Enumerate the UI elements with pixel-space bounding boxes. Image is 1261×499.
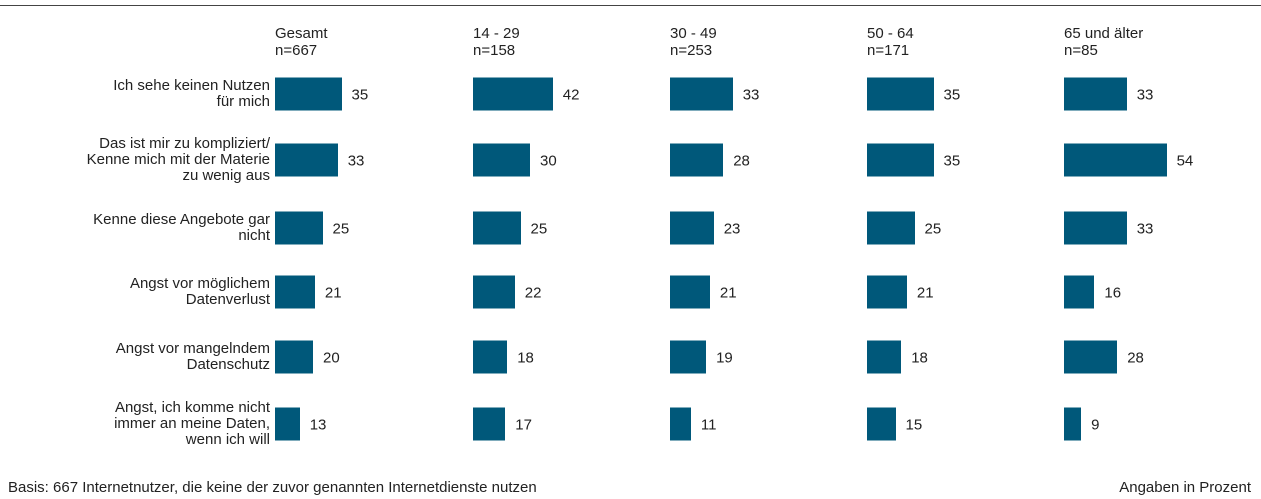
bar	[1064, 77, 1127, 111]
value-label: 17	[515, 416, 532, 434]
value-label: 35	[943, 152, 961, 170]
value-label: 20	[323, 349, 340, 367]
bar	[1064, 275, 1095, 309]
bar	[1064, 407, 1082, 441]
value-label: 18	[911, 349, 928, 367]
series-subtitle: n=667	[275, 42, 318, 59]
value-label: 42	[562, 86, 580, 104]
bar	[473, 407, 506, 441]
bar	[670, 143, 724, 177]
value-label: 54	[1176, 152, 1194, 170]
value-label: 13	[309, 416, 327, 434]
value-label: 30	[540, 152, 557, 170]
value-label: 19	[716, 349, 733, 367]
bar	[275, 77, 342, 111]
value-label: 23	[723, 220, 741, 238]
value-label: 25	[332, 220, 350, 238]
bar	[1064, 340, 1118, 374]
value-label: 11	[700, 416, 717, 434]
footnote: Basis: 667 Internetnutzer, die keine der…	[8, 479, 537, 496]
value-label: 35	[943, 86, 961, 104]
series-name: Gesamt	[275, 25, 328, 42]
bar	[867, 340, 902, 374]
value-label: 15	[905, 416, 923, 434]
series-name: 50 - 64	[867, 25, 914, 42]
bar	[473, 275, 515, 309]
bar	[670, 407, 691, 441]
value-label: 25	[530, 220, 548, 238]
category-label: Angst vor möglichem Datenverlust	[129, 275, 270, 308]
bar	[275, 275, 315, 309]
series-subtitle: n=253	[670, 42, 713, 59]
value-label: 28	[733, 152, 750, 170]
bar	[670, 77, 733, 111]
value-label: 33	[1136, 86, 1154, 104]
bar	[867, 211, 915, 245]
value-label: 35	[351, 86, 369, 104]
value-label: 21	[916, 284, 934, 302]
value-label: 25	[924, 220, 942, 238]
category-label: Angst vor mangelndem Datenschutz	[115, 340, 270, 373]
value-label: 21	[719, 284, 737, 302]
bar	[275, 211, 323, 245]
bar	[867, 275, 907, 309]
bar	[670, 275, 710, 309]
series-name: 14 - 29	[473, 25, 520, 42]
unit-note: Angaben in Prozent	[1119, 479, 1251, 496]
bar	[867, 407, 896, 441]
category-label: Das ist mir zu kompliziert/ Kenne mich m…	[86, 135, 270, 184]
value-label: 22	[524, 284, 542, 302]
value-label: 33	[742, 86, 760, 104]
bar	[867, 143, 934, 177]
series-subtitle: n=158	[473, 42, 516, 59]
bar	[275, 143, 338, 177]
value-label: 9	[1091, 416, 1100, 434]
category-label: Ich sehe keinen Nutzen für mich	[113, 77, 270, 110]
series-subtitle: n=85	[1064, 42, 1098, 59]
bar	[473, 211, 521, 245]
bar	[670, 211, 714, 245]
value-label: 21	[324, 284, 342, 302]
value-label: 16	[1104, 284, 1122, 302]
category-label: Angst, ich komme nicht immer an meine Da…	[114, 399, 270, 448]
series-subtitle: n=171	[867, 42, 910, 59]
bar	[473, 340, 508, 374]
value-label: 18	[517, 349, 534, 367]
bar	[473, 143, 530, 177]
bar	[1064, 211, 1127, 245]
series-name: 30 - 49	[670, 25, 717, 42]
bar	[275, 340, 313, 374]
series-name: 65 und älter	[1064, 25, 1144, 42]
value-label: 33	[347, 152, 365, 170]
bar	[670, 340, 707, 374]
top-rule	[0, 5, 1261, 6]
bar	[867, 77, 934, 111]
value-label: 33	[1136, 220, 1154, 238]
value-label: 28	[1127, 349, 1144, 367]
category-label: Kenne diese Angebote gar nicht	[93, 211, 270, 244]
bar	[275, 407, 300, 441]
bar	[473, 77, 553, 111]
bar	[1064, 143, 1167, 177]
